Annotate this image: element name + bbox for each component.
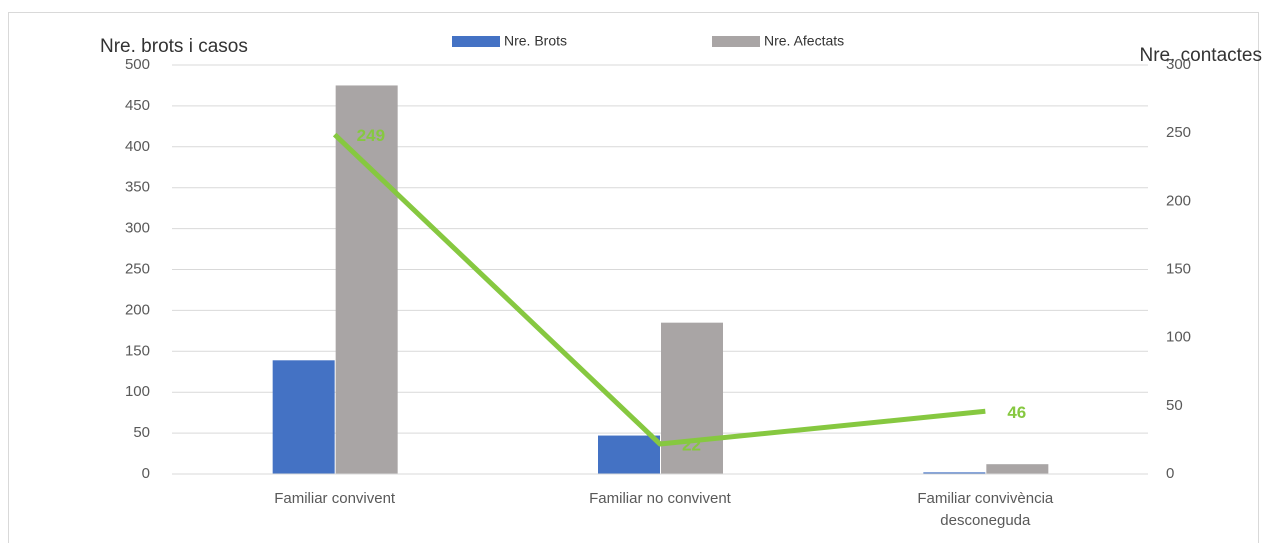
y-tick-label: 300: [125, 220, 150, 237]
bar: [272, 360, 335, 474]
x-tick-label: Familiar no convivent: [589, 490, 731, 507]
bar: [923, 472, 986, 474]
x-tick-label: Familiar convivència desconeguda: [917, 490, 1054, 529]
y-tick-label: 350: [125, 179, 150, 196]
legend-label: Nre. Afectats: [764, 33, 844, 49]
y-axis-title: Nre. brots i casos: [100, 36, 248, 57]
data-label: 46: [1007, 403, 1026, 422]
y2-tick-label: 300: [1166, 56, 1191, 73]
x-tick-label: Familiar convivent: [274, 490, 396, 507]
bar: [986, 464, 1049, 474]
legend-swatch: [712, 36, 760, 47]
bar: [661, 322, 723, 474]
y-tick-label: 200: [125, 301, 150, 318]
y2-tick-label: 0: [1166, 465, 1174, 482]
y-tick-label: 400: [125, 138, 150, 155]
data-label: 22: [682, 435, 701, 454]
line: [332, 132, 986, 447]
y-tick-label: 450: [125, 97, 150, 114]
y2-axis-title: Nre. contactes: [1140, 45, 1263, 66]
y-tick-label: 250: [125, 260, 150, 277]
bar: [598, 435, 660, 474]
y-tick-label: 150: [125, 342, 150, 359]
chart-border: [8, 12, 1259, 543]
bar: [335, 85, 398, 474]
x-tick-label-box: Familiar convivència desconeguda: [917, 490, 1054, 529]
y2-tick-label: 100: [1166, 329, 1191, 346]
legend-swatch: [452, 36, 500, 47]
y-tick-label: 50: [133, 424, 150, 441]
y-tick-label: 500: [125, 56, 150, 73]
y-tick-label: 0: [142, 465, 150, 482]
y2-tick-label: 200: [1166, 192, 1191, 209]
x-tick-label-box: Familiar no convivent: [589, 490, 731, 507]
legend-label: Nre. Brots: [504, 33, 567, 49]
x-tick-label-box: Familiar convivent: [274, 490, 396, 507]
data-label: 249: [357, 126, 385, 145]
y2-tick-label: 250: [1166, 124, 1191, 141]
y2-tick-label: 150: [1166, 260, 1191, 277]
y2-tick-label: 50: [1166, 397, 1183, 414]
y-tick-label: 100: [125, 383, 150, 400]
